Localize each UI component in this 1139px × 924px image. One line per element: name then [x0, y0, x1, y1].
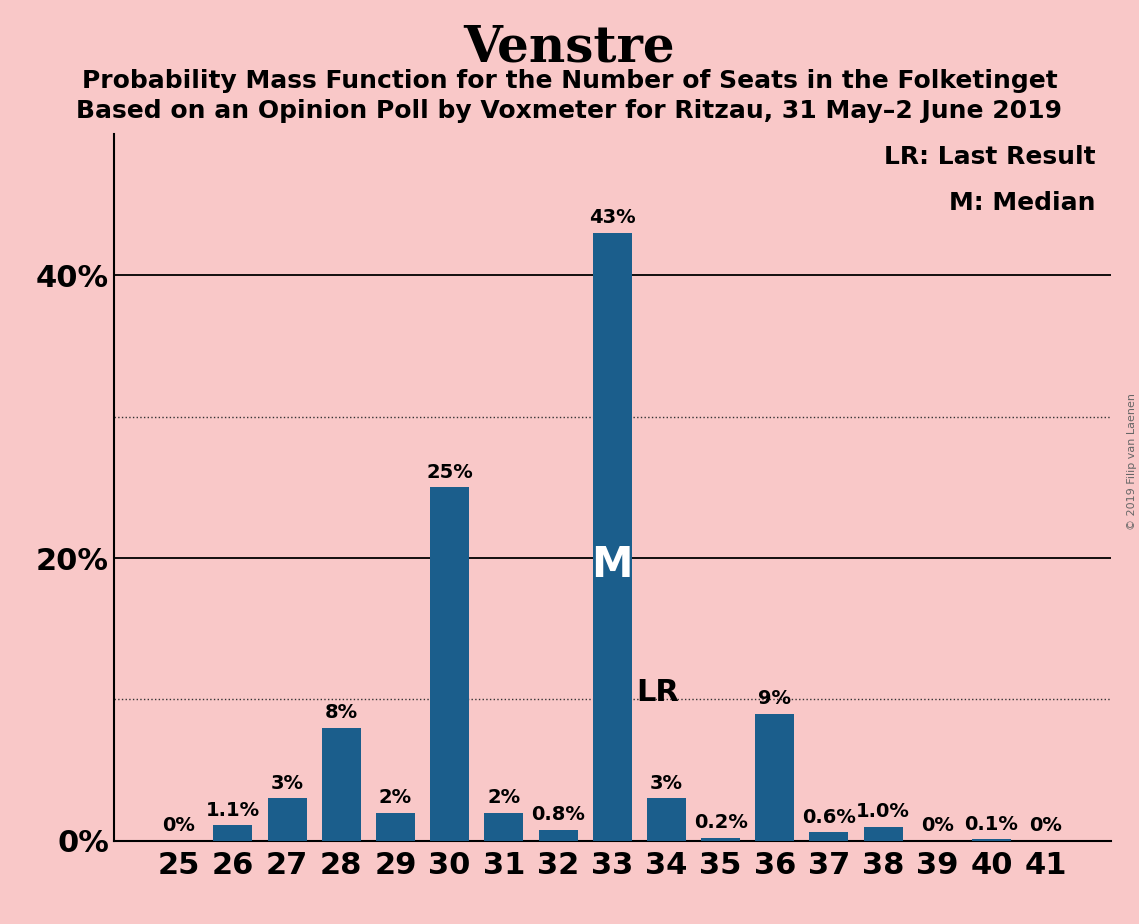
Bar [810, 833, 849, 841]
Text: LR: LR [637, 678, 680, 707]
Text: © 2019 Filip van Laenen: © 2019 Filip van Laenen [1126, 394, 1137, 530]
Text: Probability Mass Function for the Number of Seats in the Folketinget: Probability Mass Function for the Number… [82, 69, 1057, 93]
Text: 0.6%: 0.6% [802, 808, 855, 827]
Bar [647, 798, 686, 841]
Text: 8%: 8% [325, 703, 358, 722]
Text: 3%: 3% [650, 773, 683, 793]
Bar [431, 488, 469, 841]
Bar [539, 830, 577, 841]
Text: 0%: 0% [1030, 816, 1063, 835]
Bar [755, 713, 794, 841]
Bar [863, 827, 903, 841]
Text: 3%: 3% [271, 773, 304, 793]
Bar [321, 728, 361, 841]
Bar [592, 233, 632, 841]
Text: Venstre: Venstre [464, 23, 675, 72]
Text: 2%: 2% [379, 788, 412, 807]
Bar [484, 812, 523, 841]
Text: 9%: 9% [759, 689, 792, 708]
Text: 0.8%: 0.8% [531, 805, 585, 824]
Text: LR: Last Result: LR: Last Result [884, 144, 1096, 168]
Text: Based on an Opinion Poll by Voxmeter for Ritzau, 31 May–2 June 2019: Based on an Opinion Poll by Voxmeter for… [76, 99, 1063, 123]
Bar [702, 838, 740, 841]
Text: 0.2%: 0.2% [694, 813, 747, 833]
Text: 0%: 0% [162, 816, 195, 835]
Bar [376, 812, 415, 841]
Text: 0.1%: 0.1% [965, 815, 1018, 833]
Text: 43%: 43% [589, 208, 636, 227]
Bar [213, 825, 253, 841]
Text: 0%: 0% [921, 816, 953, 835]
Text: 25%: 25% [426, 463, 473, 481]
Text: 2%: 2% [487, 788, 521, 807]
Text: M: M [591, 543, 633, 586]
Bar [972, 839, 1011, 841]
Text: M: Median: M: Median [949, 190, 1096, 214]
Text: 1.0%: 1.0% [857, 802, 910, 821]
Bar [268, 798, 306, 841]
Text: 1.1%: 1.1% [206, 800, 260, 820]
